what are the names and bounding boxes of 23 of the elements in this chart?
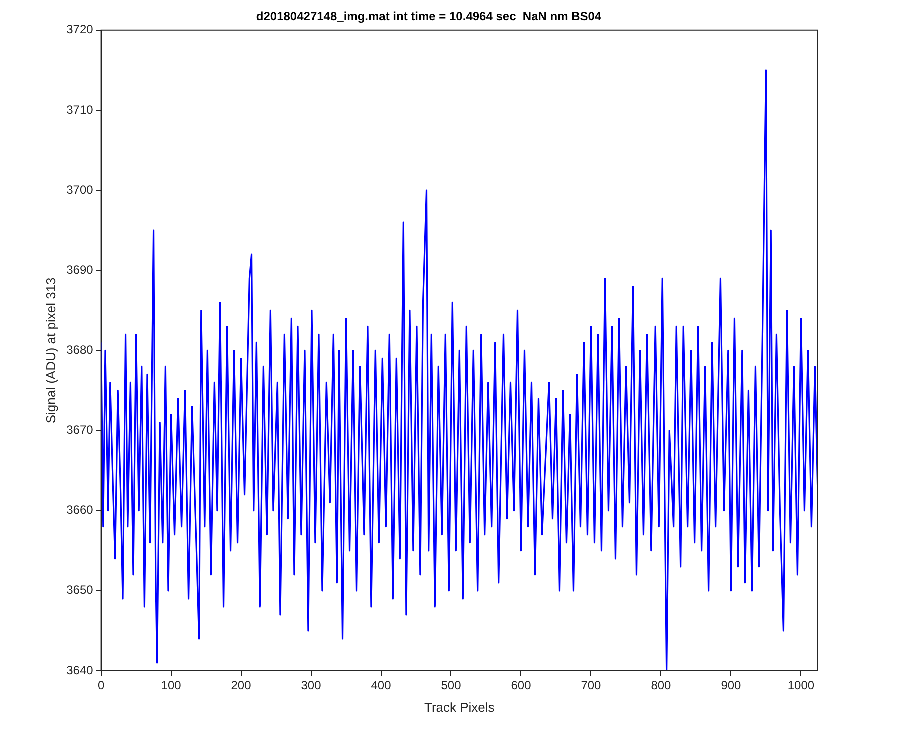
- y-tick-label: 3690: [66, 262, 94, 277]
- x-axis-title: Track Pixels: [424, 700, 496, 715]
- y-tick-label: 3720: [66, 22, 94, 37]
- x-tick-label: 0: [98, 678, 105, 693]
- y-tick-label: 3650: [66, 583, 94, 598]
- y-tick-label: 3660: [66, 503, 94, 518]
- x-tick-label: 300: [301, 678, 322, 693]
- x-tick-label: 200: [231, 678, 252, 693]
- y-tick-label: 3640: [66, 663, 94, 678]
- y-tick-label: 3670: [66, 423, 94, 438]
- x-tick-label: 1000: [788, 678, 815, 693]
- y-tick-label: 3700: [66, 182, 94, 197]
- y-axis-title: Signal (ADU) at pixel 313: [43, 278, 58, 424]
- x-tick-label: 700: [581, 678, 602, 693]
- x-tick-label: 500: [441, 678, 462, 693]
- x-tick-label: 900: [721, 678, 742, 693]
- y-tick-label: 3710: [66, 102, 94, 117]
- x-tick-label: 400: [371, 678, 392, 693]
- x-tick-label: 100: [161, 678, 182, 693]
- x-tick-label: 600: [511, 678, 532, 693]
- x-tick-label: 800: [651, 678, 672, 693]
- chart-title: d20180427148_img.mat int time = 10.4964 sec NaN nm BS04: [256, 10, 602, 24]
- y-tick-label: 3680: [66, 343, 94, 358]
